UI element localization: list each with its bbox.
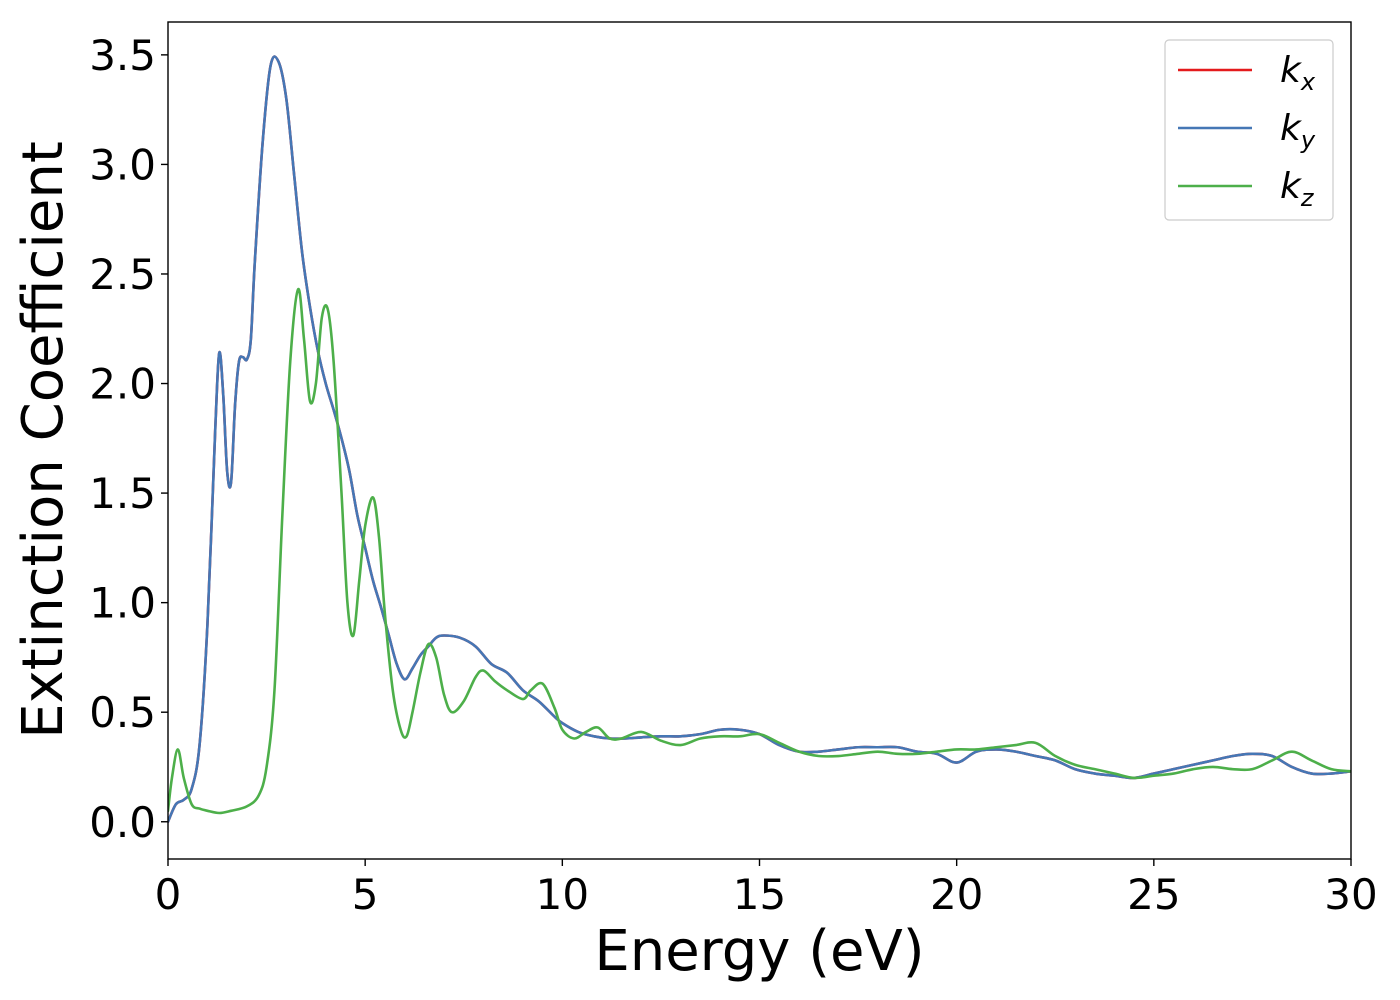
y-tick-label: 3.5 xyxy=(89,31,156,80)
legend-label-kz: kz xyxy=(1280,166,1315,212)
y-tick-label: 1.0 xyxy=(89,579,156,628)
x-axis-label: Energy (eV) xyxy=(594,919,924,984)
legend-label-ky: ky xyxy=(1280,108,1316,154)
legend-label-subscript: z xyxy=(1300,184,1315,212)
y-tick-label: 1.5 xyxy=(89,469,156,518)
plot-lines xyxy=(168,55,1351,824)
legend-label-subscript: x xyxy=(1300,68,1316,96)
x-tick-label: 20 xyxy=(930,870,983,919)
x-tick-label: 30 xyxy=(1324,870,1377,919)
legend-label-kx: kx xyxy=(1280,50,1316,96)
y-axis: 0.0 0.5 1.0 1.5 2.0 2.5 3.0 3.5 xyxy=(89,31,168,847)
legend-label-subscript: y xyxy=(1300,126,1316,154)
legend-label-base: k xyxy=(1280,108,1303,149)
y-tick-label: 2.0 xyxy=(89,360,156,409)
y-axis-label: Extinction Coefficient xyxy=(11,141,76,739)
y-tick-label: 0.5 xyxy=(89,688,156,737)
legend-label-base: k xyxy=(1280,166,1303,207)
x-tick-label: 0 xyxy=(155,870,182,919)
x-tick-label: 5 xyxy=(352,870,379,919)
series-line-ky xyxy=(168,55,1351,824)
y-tick-label: 3.0 xyxy=(89,140,156,189)
series-line-kz xyxy=(168,287,1351,815)
x-axis: 0 5 10 15 20 25 30 xyxy=(155,859,1378,919)
legend-box xyxy=(1164,39,1334,221)
x-tick-label: 10 xyxy=(536,870,589,919)
x-tick-label: 25 xyxy=(1127,870,1180,919)
y-tick-label: 0.0 xyxy=(89,798,156,847)
y-tick-label: 2.5 xyxy=(89,250,156,299)
x-tick-label: 15 xyxy=(733,870,786,919)
legend-label-base: k xyxy=(1280,50,1303,91)
